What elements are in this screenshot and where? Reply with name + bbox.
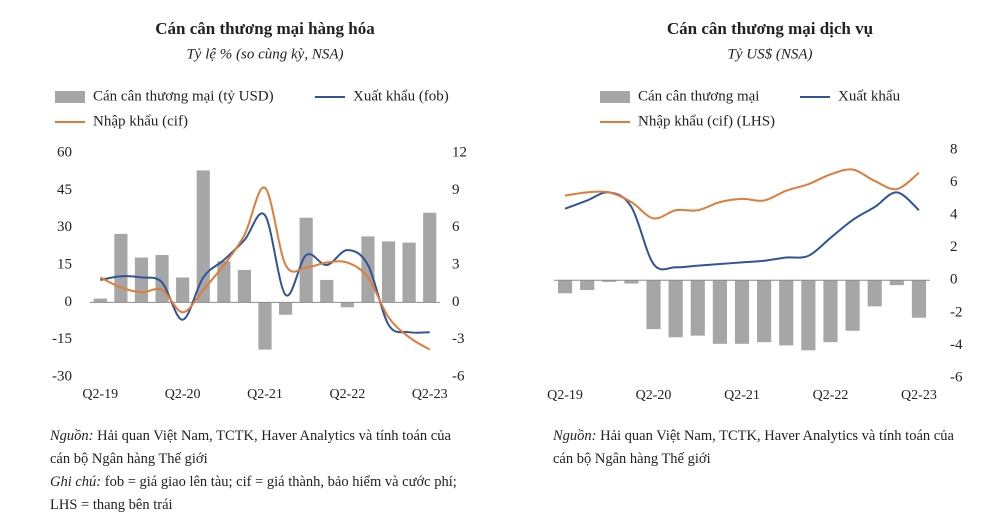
source-label: Nguồn: <box>50 428 94 444</box>
y-tick-label: 4 <box>950 207 958 223</box>
y-tick-label: 30 <box>57 219 72 235</box>
legend-label: Nhập khẩu (cif) (LHS) <box>638 113 775 129</box>
source-text: Hải quan Việt Nam, TCTK, Haver Analytics… <box>553 428 954 467</box>
bar <box>381 241 396 303</box>
source-text: Hải quan Việt Nam, TCTK, Haver Analytics… <box>50 428 451 467</box>
y2-tick-label: 0 <box>452 294 460 310</box>
bar <box>889 280 904 286</box>
bar <box>176 277 190 303</box>
y-tick-label: -15 <box>52 331 72 347</box>
bar <box>279 302 293 315</box>
source-line: Nguồn: Hải quan Việt Nam, TCTK, Haver An… <box>553 425 968 471</box>
bar <box>155 255 169 303</box>
legend-label: Xuất khẩu <box>838 88 901 104</box>
legend-label: Xuất khẩu (fob) <box>353 88 449 104</box>
chart-subtitle: Tỷ lệ % (so cùng kỳ, NSA) <box>186 46 343 62</box>
legend-label: Cán cân thương mại (tỷ USD) <box>93 88 274 104</box>
bar <box>258 302 272 350</box>
y-tick-label: -4 <box>950 337 963 353</box>
bar <box>690 280 705 336</box>
x-tick-label: Q2-22 <box>813 388 849 403</box>
chart-title: Cán cân thương mại hàng hóa <box>155 19 375 38</box>
y-tick-label: -6 <box>950 369 963 385</box>
y-tick-label: 2 <box>950 239 958 255</box>
bar <box>402 242 416 303</box>
y2-tick-label: -3 <box>452 331 465 347</box>
bar <box>801 280 816 351</box>
y-tick-label: 0 <box>65 294 73 310</box>
y-tick-label: -2 <box>950 304 963 320</box>
x-tick-label: Q2-20 <box>636 388 672 403</box>
bar <box>196 170 210 303</box>
bar <box>757 280 772 343</box>
y2-tick-label: 9 <box>452 182 460 198</box>
x-tick-label: Q2-22 <box>329 387 365 402</box>
x-tick-label: Q2-21 <box>247 387 283 402</box>
x-tick-label: Q2-19 <box>547 388 583 403</box>
bar <box>134 257 149 303</box>
y2-tick-label: -6 <box>452 368 465 384</box>
x-tick-label: Q2-21 <box>724 388 760 403</box>
bar <box>734 280 750 344</box>
bar <box>602 280 617 282</box>
footnotes: Nguồn: Hải quan Việt Nam, TCTK, Haver An… <box>50 425 465 517</box>
chart-title: Cán cân thương mại dịch vụ <box>667 19 873 38</box>
bar <box>646 280 661 330</box>
bar <box>361 236 375 303</box>
bar <box>423 212 437 303</box>
note-label: Ghi chú: <box>50 474 102 490</box>
bar <box>867 280 882 307</box>
legend-swatch <box>600 91 630 103</box>
note-line: Ghi chú: fob = giá giao lên tàu; cif = g… <box>50 471 465 517</box>
note-text: fob = giá giao lên tàu; cif = giá thành,… <box>50 474 457 513</box>
bar <box>911 280 927 318</box>
y-tick-label: 60 <box>57 144 72 160</box>
y-tick-label: 45 <box>57 182 72 198</box>
footnotes: Nguồn: Hải quan Việt Nam, TCTK, Haver An… <box>553 425 968 471</box>
y-tick-label: 0 <box>950 272 958 288</box>
x-tick-label: Q2-19 <box>82 387 118 402</box>
bar <box>237 269 251 303</box>
bar <box>845 280 860 331</box>
y2-tick-label: 6 <box>452 219 460 235</box>
bar <box>557 280 573 294</box>
x-tick-label: Q2-20 <box>165 387 201 402</box>
bar <box>340 302 354 308</box>
y2-tick-label: 3 <box>452 256 460 272</box>
chart-subtitle: Tỷ US$ (NSA) <box>728 46 813 62</box>
bar <box>93 298 107 303</box>
source-line: Nguồn: Hải quan Việt Nam, TCTK, Haver An… <box>50 425 465 471</box>
x-tick-label: Q2-23 <box>412 387 448 402</box>
line-series <box>564 168 920 220</box>
legend-swatch <box>55 91 85 103</box>
y-tick-label: 8 <box>950 141 958 157</box>
bar <box>624 280 639 284</box>
y-tick-label: 15 <box>57 256 72 272</box>
line-series <box>100 212 430 334</box>
bar <box>217 261 231 303</box>
line-series <box>564 191 920 271</box>
x-tick-label: Q2-23 <box>901 388 937 403</box>
line-series <box>99 186 431 351</box>
bar <box>114 233 128 303</box>
source-label: Nguồn: <box>553 428 597 444</box>
y-tick-label: -30 <box>52 368 72 384</box>
y-tick-label: 6 <box>950 174 958 190</box>
bar <box>668 280 683 338</box>
bar <box>712 280 727 344</box>
bar <box>320 279 334 303</box>
legend-label: Nhập khẩu (cif) <box>93 113 188 129</box>
bar <box>779 280 794 346</box>
bar <box>823 280 838 343</box>
bar <box>299 217 313 303</box>
y2-tick-label: 12 <box>452 144 467 160</box>
bar <box>580 280 595 291</box>
legend-label: Cán cân thương mại <box>638 88 759 104</box>
